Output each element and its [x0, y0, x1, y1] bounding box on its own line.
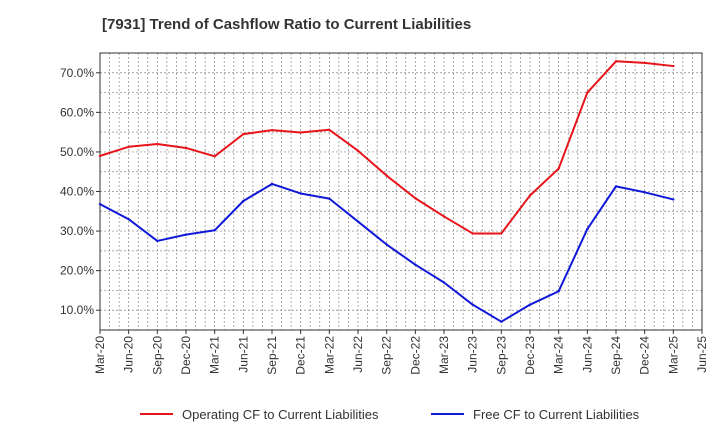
- x-tick-label: Sep-23: [494, 336, 508, 375]
- data-point: [643, 61, 646, 65]
- data-point: [127, 218, 130, 221]
- x-tick-label: Mar-20: [93, 336, 107, 374]
- data-point: [270, 182, 274, 186]
- data-point: [184, 146, 188, 150]
- y-tick-label: 60.0%: [60, 105, 94, 119]
- x-tick-label: Jun-21: [236, 336, 250, 373]
- data-point: [500, 232, 503, 235]
- x-tick-label: Sep-20: [150, 336, 164, 375]
- data-point: [270, 128, 274, 132]
- data-point: [356, 149, 360, 152]
- y-tick-label: 20.0%: [60, 264, 94, 278]
- data-point: [614, 185, 618, 188]
- data-point: [328, 128, 331, 131]
- data-point: [500, 320, 503, 323]
- chart-title: [7931] Trend of Cashflow Ratio to Curren…: [102, 16, 472, 33]
- data-point: [557, 290, 560, 293]
- x-tick-label: Sep-22: [380, 336, 394, 375]
- x-tick-label: Dec-20: [179, 336, 193, 375]
- data-point: [127, 145, 130, 148]
- data-point: [614, 60, 618, 63]
- data-point: [442, 281, 446, 284]
- x-tick-label: Mar-24: [552, 336, 566, 374]
- x-tick-label: Jun-20: [122, 336, 136, 373]
- data-point: [356, 220, 360, 223]
- data-point: [471, 303, 474, 306]
- data-point: [442, 215, 446, 218]
- legend-label: Free CF to Current Liabilities: [473, 407, 640, 422]
- legend-label: Operating CF to Current Liabilities: [182, 407, 379, 422]
- x-tick-label: Jun-23: [466, 336, 480, 373]
- y-tick-label: 40.0%: [60, 185, 94, 199]
- data-point: [156, 239, 159, 243]
- data-point: [213, 229, 216, 232]
- data-point: [471, 232, 474, 235]
- data-point: [414, 263, 417, 266]
- x-tick-label: Dec-23: [523, 336, 537, 375]
- data-point: [328, 197, 331, 200]
- data-point: [242, 199, 245, 203]
- y-tick-label: 10.0%: [60, 303, 94, 317]
- data-point: [528, 194, 532, 197]
- x-tick-label: Mar-23: [437, 336, 451, 374]
- x-tick-label: Sep-21: [265, 336, 279, 375]
- x-tick-label: Jun-25: [695, 336, 709, 373]
- data-point: [242, 132, 245, 136]
- data-point: [557, 167, 560, 170]
- data-point: [586, 227, 589, 231]
- x-tick-label: Jun-24: [580, 336, 594, 373]
- data-point: [98, 202, 102, 206]
- data-point: [672, 198, 675, 201]
- data-point: [184, 233, 188, 236]
- data-point: [299, 131, 302, 134]
- x-tick-label: Dec-21: [294, 336, 308, 375]
- data-point: [385, 243, 388, 246]
- data-point: [385, 174, 388, 177]
- y-tick-label: 50.0%: [60, 145, 94, 159]
- x-tick-label: Jun-22: [351, 336, 365, 373]
- x-tick-label: Mar-25: [666, 336, 680, 374]
- data-point: [414, 197, 417, 200]
- data-point: [643, 191, 646, 194]
- x-tick-label: Dec-22: [408, 336, 422, 375]
- data-point: [213, 155, 216, 158]
- data-point: [586, 91, 589, 94]
- y-tick-label: 30.0%: [60, 224, 94, 238]
- x-tick-label: Mar-21: [208, 336, 222, 374]
- data-point: [299, 192, 302, 195]
- x-tick-label: Sep-24: [609, 336, 623, 375]
- y-tick-label: 70.0%: [60, 66, 94, 80]
- x-tick-label: Dec-24: [638, 336, 652, 375]
- data-point: [156, 142, 159, 146]
- x-tick-label: Mar-22: [322, 336, 336, 374]
- data-point: [528, 303, 532, 306]
- data-point: [98, 154, 102, 158]
- data-point: [672, 64, 675, 68]
